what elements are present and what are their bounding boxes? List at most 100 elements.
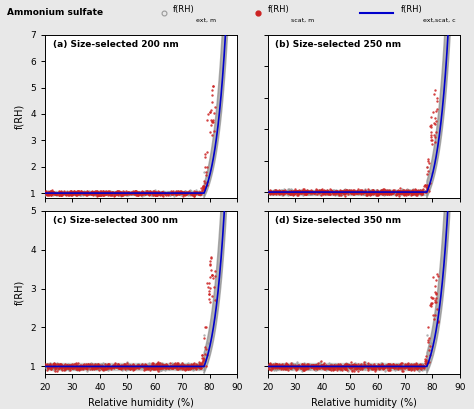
- Point: [197, 191, 204, 198]
- Point: [282, 361, 290, 367]
- Point: [136, 364, 143, 371]
- Point: [398, 362, 406, 369]
- Point: [171, 362, 179, 368]
- Point: [80, 365, 87, 371]
- Point: [88, 364, 96, 371]
- Point: [311, 191, 319, 197]
- Point: [307, 364, 315, 370]
- Point: [69, 364, 77, 371]
- Point: [191, 190, 199, 196]
- Point: [347, 190, 355, 196]
- Point: [74, 189, 82, 196]
- Point: [174, 360, 182, 366]
- Point: [372, 362, 380, 369]
- Point: [100, 190, 108, 196]
- Point: [91, 365, 99, 371]
- Point: [191, 190, 199, 197]
- Point: [137, 364, 145, 371]
- Point: [335, 365, 343, 372]
- Point: [264, 362, 272, 368]
- Point: [177, 364, 185, 371]
- Point: [404, 188, 411, 194]
- Point: [133, 188, 140, 194]
- Point: [294, 188, 301, 194]
- Point: [322, 364, 330, 371]
- Point: [357, 191, 365, 197]
- Point: [283, 362, 290, 369]
- Point: [413, 363, 420, 370]
- Point: [120, 362, 128, 369]
- Point: [395, 363, 402, 370]
- Point: [366, 187, 374, 194]
- Point: [334, 190, 342, 196]
- Point: [325, 189, 333, 196]
- Point: [82, 365, 90, 371]
- Point: [423, 164, 431, 171]
- Point: [343, 362, 350, 369]
- Point: [82, 364, 90, 371]
- Point: [141, 362, 149, 368]
- Point: [321, 188, 329, 194]
- Point: [349, 191, 357, 198]
- Point: [203, 351, 210, 358]
- Point: [75, 367, 82, 373]
- Point: [285, 189, 292, 196]
- Point: [364, 364, 372, 371]
- Point: [141, 363, 149, 370]
- Point: [379, 362, 387, 368]
- Point: [145, 189, 152, 196]
- Point: [366, 187, 374, 194]
- Point: [108, 363, 115, 369]
- Point: [155, 362, 163, 369]
- Point: [432, 276, 440, 283]
- Point: [136, 189, 143, 195]
- Point: [82, 189, 89, 196]
- Point: [158, 365, 166, 372]
- Point: [419, 364, 427, 371]
- Point: [145, 188, 152, 194]
- Point: [150, 189, 157, 195]
- Point: [429, 295, 437, 301]
- Point: [85, 191, 92, 197]
- Point: [431, 87, 438, 94]
- Point: [413, 188, 421, 195]
- Point: [381, 364, 389, 371]
- Point: [289, 189, 297, 196]
- Point: [61, 364, 68, 370]
- Point: [426, 302, 434, 308]
- Point: [44, 365, 51, 371]
- Point: [357, 188, 365, 195]
- Point: [126, 362, 134, 368]
- Point: [366, 362, 374, 369]
- Point: [379, 363, 386, 369]
- Point: [51, 360, 59, 367]
- Point: [132, 190, 139, 197]
- Point: [286, 364, 294, 371]
- Point: [375, 362, 383, 369]
- Point: [191, 190, 198, 197]
- Point: [346, 362, 354, 369]
- Point: [366, 364, 374, 371]
- Point: [399, 364, 406, 371]
- Point: [290, 362, 297, 369]
- Point: [90, 190, 97, 197]
- Point: [301, 188, 309, 194]
- Point: [170, 364, 178, 370]
- Point: [415, 188, 423, 194]
- Point: [139, 362, 146, 369]
- Point: [163, 363, 170, 369]
- Point: [378, 187, 386, 193]
- Point: [59, 364, 66, 371]
- Point: [316, 359, 323, 366]
- Point: [330, 364, 337, 371]
- Point: [64, 364, 72, 370]
- Point: [93, 361, 101, 367]
- Point: [320, 362, 328, 369]
- Point: [57, 366, 64, 372]
- Point: [354, 188, 362, 194]
- Point: [431, 139, 438, 146]
- Point: [191, 189, 199, 196]
- Point: [298, 189, 306, 196]
- Point: [391, 365, 399, 372]
- Point: [188, 364, 196, 371]
